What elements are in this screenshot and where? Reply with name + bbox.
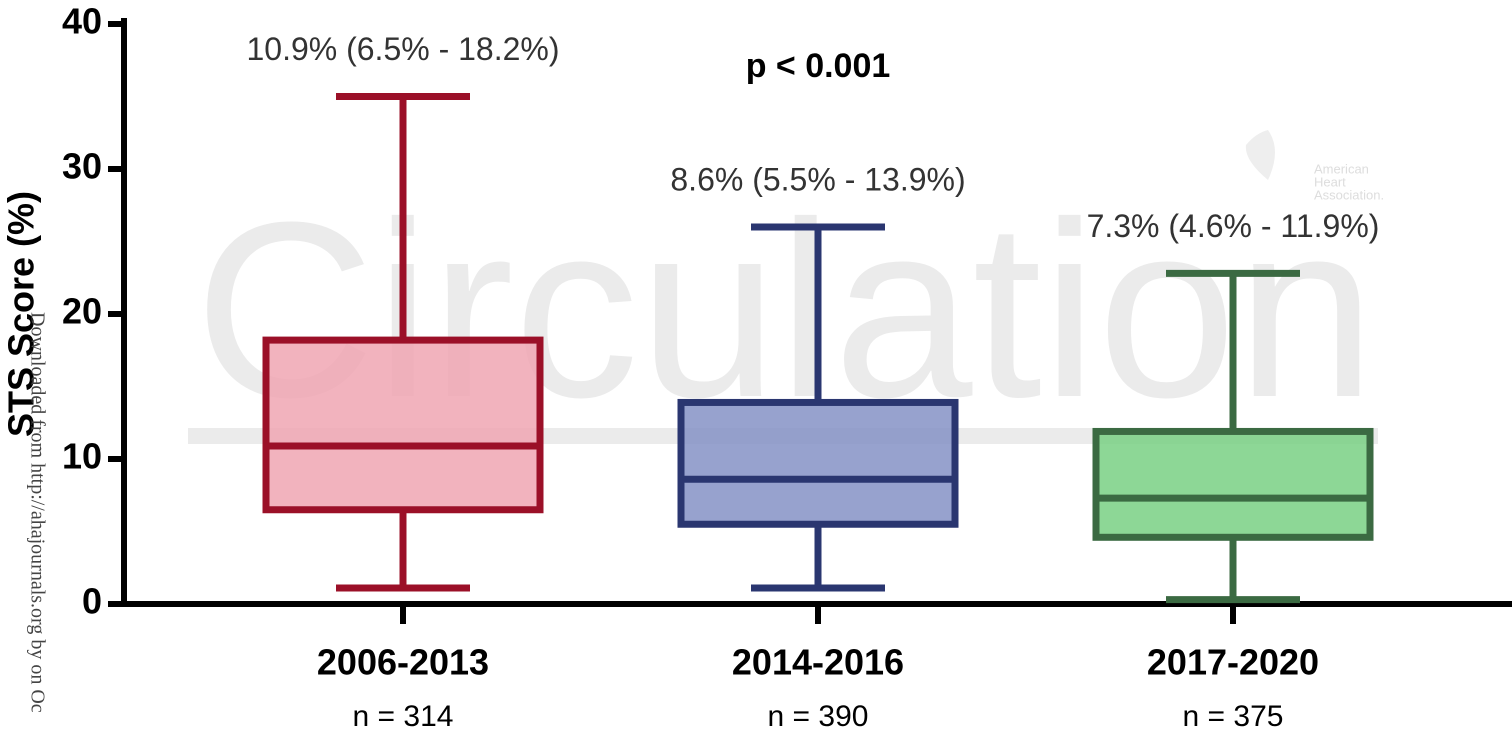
x-tick-label: 2017-2020: [1147, 642, 1319, 683]
sample-size: n = 314: [353, 700, 454, 733]
value-label: 7.3% (4.6% - 11.9%): [1087, 208, 1380, 244]
y-axis-label: STS Score (%): [1, 191, 42, 437]
watermark-logo-icon: [1245, 130, 1275, 180]
x-tick-label: 2006-2013: [317, 642, 489, 683]
watermark-logo: American: [1314, 161, 1369, 176]
y-tick-label: 40: [62, 1, 102, 42]
sample-size: n = 390: [768, 700, 869, 733]
y-tick-label: 20: [62, 291, 102, 332]
y-tick-label: 0: [82, 581, 102, 622]
box: [262, 336, 544, 514]
box: [677, 398, 959, 528]
y-tick-label: 10: [62, 436, 102, 477]
watermark-logo: Association.: [1314, 187, 1384, 202]
value-label: 10.9% (6.5% - 18.2%): [246, 31, 559, 67]
watermark-logo: Heart: [1314, 174, 1346, 189]
x-tick-label: 2014-2016: [732, 642, 904, 683]
watermark-download: Downloaded from http://ahajournals.org b…: [26, 312, 48, 713]
box: [1092, 427, 1374, 541]
value-label: 8.6% (5.5% - 13.9%): [670, 161, 965, 197]
sample-size: n = 375: [1183, 700, 1284, 733]
annotation: p < 0.001: [746, 47, 891, 85]
y-tick-label: 30: [62, 146, 102, 187]
